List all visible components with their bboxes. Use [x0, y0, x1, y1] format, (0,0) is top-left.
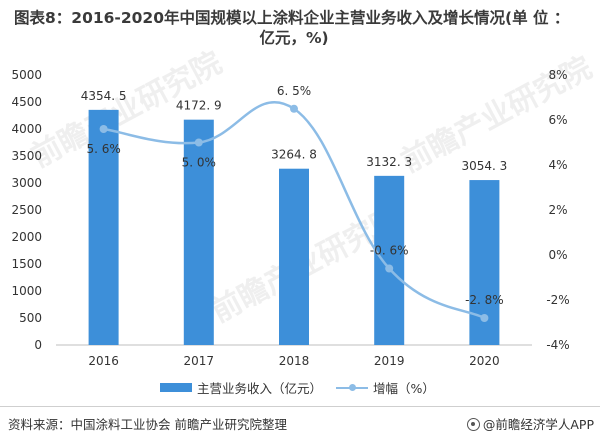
y-left-tick-label: 2500: [11, 203, 42, 217]
growth-line: [103, 100, 485, 320]
brand-credit: @前瞻经济学人APP: [466, 414, 594, 433]
y-right-tick-label: -4%: [546, 338, 569, 352]
growth-point: [480, 314, 489, 322]
growth-value-label: -0. 6%: [370, 244, 409, 258]
x-tick-label: 2017: [184, 354, 215, 368]
bar: [374, 175, 405, 345]
y-right-tick-label: 8%: [548, 68, 567, 82]
bar: [279, 168, 309, 345]
x-tick-label: 2016: [88, 354, 119, 368]
y-left-tick-label: 5000: [11, 68, 42, 82]
y-right-tick-label: 0%: [548, 248, 567, 262]
legend-label-growth: 增幅（%）: [373, 381, 435, 396]
growth-value-label: 5. 0%: [182, 156, 216, 170]
brand-logo-icon: [466, 418, 480, 431]
y-left-tick-label: 2000: [11, 230, 42, 244]
legend-item-revenue: 主营业务收入（亿元）: [160, 378, 322, 397]
bar-value-label: 4354. 5: [81, 89, 127, 103]
y-left-tick-label: 3000: [11, 176, 42, 190]
y-right-tick-label: 6%: [548, 113, 567, 127]
bar-value-label: 3132. 3: [366, 155, 412, 169]
bar: [88, 109, 119, 346]
brand-text: @前瞻经济学人APP: [482, 417, 594, 432]
chart-title-line2: 亿元，%): [259, 29, 329, 47]
y-right-tick-label: 4%: [548, 158, 567, 172]
chart-title-line1: 图表8：2016-2020年中国规模以上涂料企业主营业务收入及增长情况(单 位 …: [14, 9, 570, 27]
source-note: 资料来源：中国涂料工业协会 前瞻产业研究院整理: [8, 417, 287, 432]
growth-point: [194, 138, 203, 147]
legend-label-revenue: 主营业务收入（亿元）: [197, 381, 323, 396]
y-left-tick-label: 4500: [11, 95, 42, 109]
y-left-tick-label: 0: [34, 338, 42, 352]
growth-point: [385, 264, 394, 273]
legend-item-growth: 增幅（%）: [336, 378, 435, 397]
y-right-tick-label: -2%: [546, 293, 569, 307]
growth-value-label: 6. 5%: [277, 84, 311, 98]
x-tick-label: 2018: [279, 354, 310, 368]
growth-value-label: -2. 8%: [465, 293, 504, 307]
chart-title: 图表8：2016-2020年中国规模以上涂料企业主营业务收入及增长情况(单 位 …: [14, 8, 594, 48]
legend-swatch-line: [336, 383, 368, 392]
y-left-tick-label: 3500: [11, 149, 42, 163]
bar-value-label: 3054. 3: [461, 159, 507, 173]
y-right-tick-label: 2%: [548, 203, 567, 217]
legend-swatch-bar: [160, 383, 192, 392]
growth-point: [99, 125, 108, 133]
footer-divider: [0, 406, 600, 407]
bar: [183, 119, 214, 346]
y-left-tick-label: 4000: [11, 122, 42, 136]
growth-point: [290, 104, 298, 113]
y-left-tick-label: 1500: [11, 257, 42, 271]
y-left-tick-label: 500: [19, 311, 42, 325]
y-left-tick-label: 1000: [11, 284, 42, 298]
bar-value-label: 4172. 9: [176, 99, 222, 113]
x-tick-label: 2020: [469, 354, 500, 368]
x-tick-label: 2019: [374, 354, 405, 368]
growth-value-label: 5. 6%: [86, 142, 120, 156]
bar-value-label: 3264. 8: [271, 148, 317, 162]
